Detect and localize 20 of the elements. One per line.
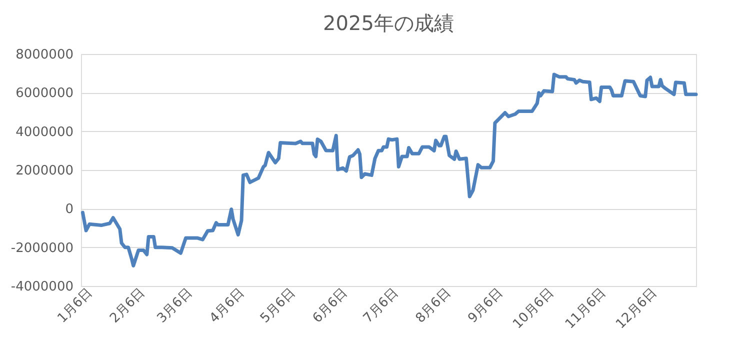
x-tick-label: 9月6日 <box>465 286 506 326</box>
x-tick-label: 4月6日 <box>206 286 248 326</box>
y-tick-label: 6000000 <box>16 86 74 102</box>
x-tick-label: 7月6日 <box>360 286 402 326</box>
x-tick-label: 10月6日 <box>510 286 557 332</box>
chart-title: 2025年の成績 <box>323 11 454 35</box>
x-tick-label: 2月6日 <box>107 286 148 326</box>
y-tick-label: 0 <box>65 202 74 218</box>
x-tick-label: 5月6日 <box>258 286 298 326</box>
y-tick-label: 4000000 <box>16 124 74 140</box>
x-tick-label: 3月6日 <box>154 286 196 326</box>
x-tick-label: 8月6日 <box>413 286 454 326</box>
y-tick-label: -4000000 <box>10 280 74 294</box>
y-tick-label: 8000000 <box>16 48 74 62</box>
x-tick-label: 11月6日 <box>562 286 610 332</box>
y-tick-label: -2000000 <box>10 240 74 256</box>
x-tick-label: 12月6日 <box>613 286 660 332</box>
y-tick-label: 2000000 <box>16 164 74 178</box>
x-tick-label: 6月6日 <box>310 286 351 326</box>
line-series <box>80 72 698 268</box>
